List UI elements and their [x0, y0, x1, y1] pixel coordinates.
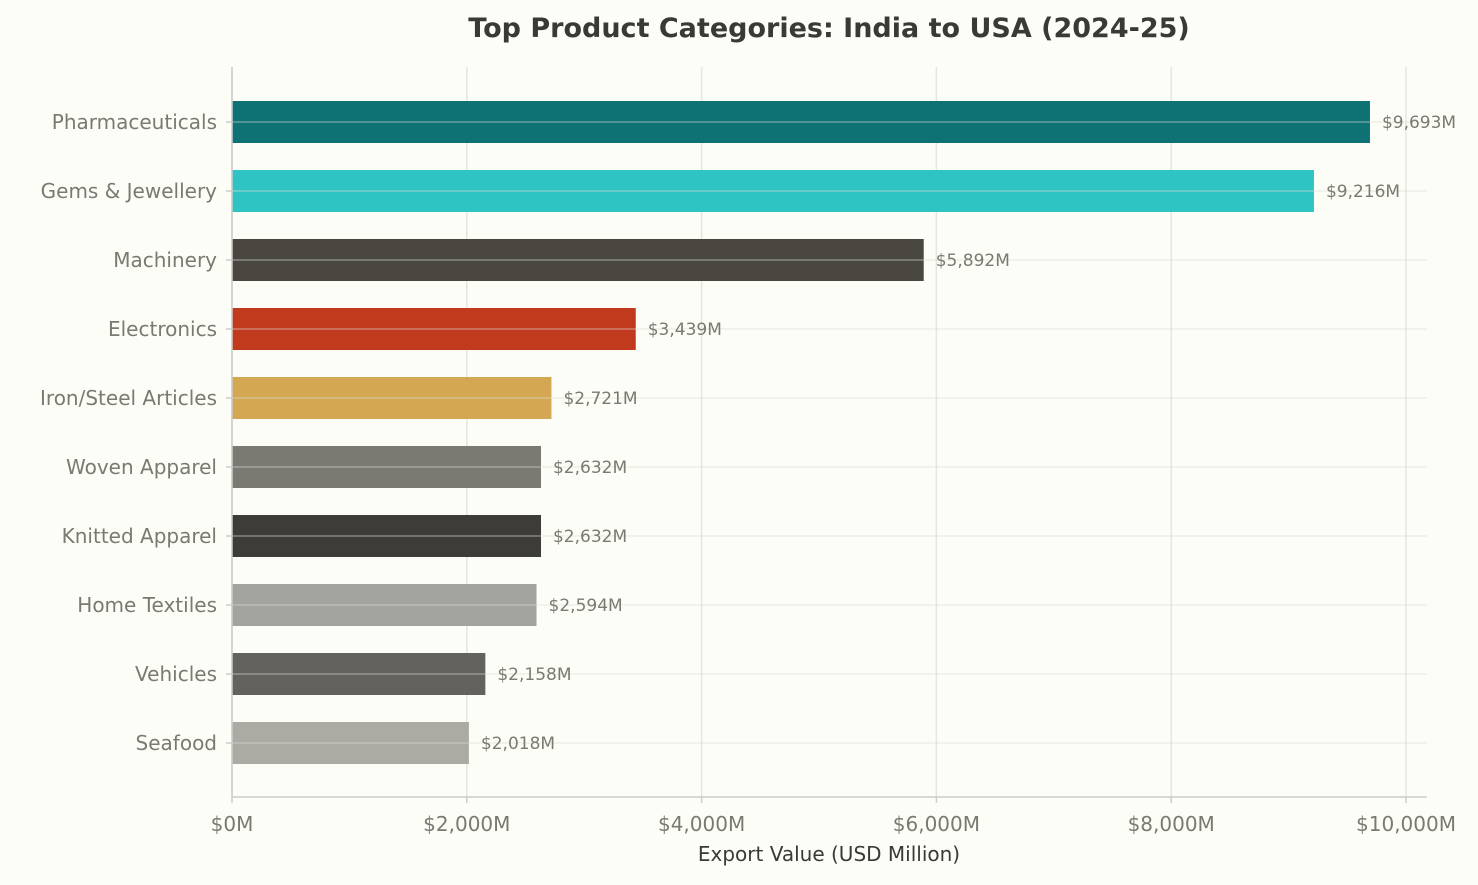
- bar: [232, 101, 1370, 143]
- y-tick-label: Knitted Apparel: [62, 524, 217, 548]
- y-tick-label: Seafood: [136, 731, 217, 755]
- y-tick-label: Gems & Jewellery: [41, 179, 218, 203]
- bar: [232, 377, 552, 419]
- data-labels: $9,693M $9,216M $5,892M $3,439M $2,721M $2,63…: [481, 113, 1456, 754]
- data-label: $2,632M: [553, 458, 627, 478]
- data-label: $2,721M: [563, 389, 637, 409]
- bar: [232, 239, 924, 281]
- bar: [232, 170, 1314, 212]
- x-tick-label: $6,000M: [893, 812, 980, 836]
- bar: [232, 515, 541, 557]
- x-axis-label: Export Value (USD Million): [698, 842, 960, 866]
- y-tick-label: Pharmaceuticals: [52, 110, 217, 134]
- y-tick-label: Electronics: [108, 317, 217, 341]
- data-label: $2,594M: [549, 596, 623, 616]
- x-tick-label: $0M: [211, 812, 254, 836]
- y-tick-label: Vehicles: [135, 662, 217, 686]
- data-label: $2,018M: [481, 734, 555, 754]
- data-label: $2,632M: [553, 527, 627, 547]
- x-tick-label: $4,000M: [658, 812, 745, 836]
- data-label: $2,158M: [497, 665, 571, 685]
- bar: [232, 584, 537, 626]
- bar: [232, 446, 541, 488]
- x-tick-label: $2,000M: [423, 812, 510, 836]
- chart-title: Top Product Categories: India to USA (20…: [468, 13, 1190, 44]
- x-tick-label: $10,000M: [1356, 812, 1456, 836]
- horizontal-gridlines: [232, 121, 1427, 744]
- data-label: $3,439M: [648, 320, 722, 340]
- data-label: $5,892M: [936, 251, 1010, 271]
- bar: [232, 722, 469, 764]
- x-tick-label: $8,000M: [1128, 812, 1215, 836]
- y-tick-label: Iron/Steel Articles: [40, 386, 217, 410]
- bars: [232, 101, 1370, 764]
- bar: [232, 653, 486, 695]
- data-label: $9,216M: [1326, 182, 1400, 202]
- y-tick-label: Machinery: [113, 248, 217, 272]
- data-label: $9,693M: [1382, 113, 1456, 133]
- y-axis-labels: Pharmaceuticals Gems & Jewellery Machinery…: [40, 110, 232, 755]
- y-tick-label: Home Textiles: [77, 593, 217, 617]
- bar: [232, 308, 636, 350]
- x-axis-ticks: $0M $2,000M $4,000M $6,000M $8,000M $10,000M: [211, 797, 1456, 836]
- y-tick-label: Woven Apparel: [66, 455, 217, 479]
